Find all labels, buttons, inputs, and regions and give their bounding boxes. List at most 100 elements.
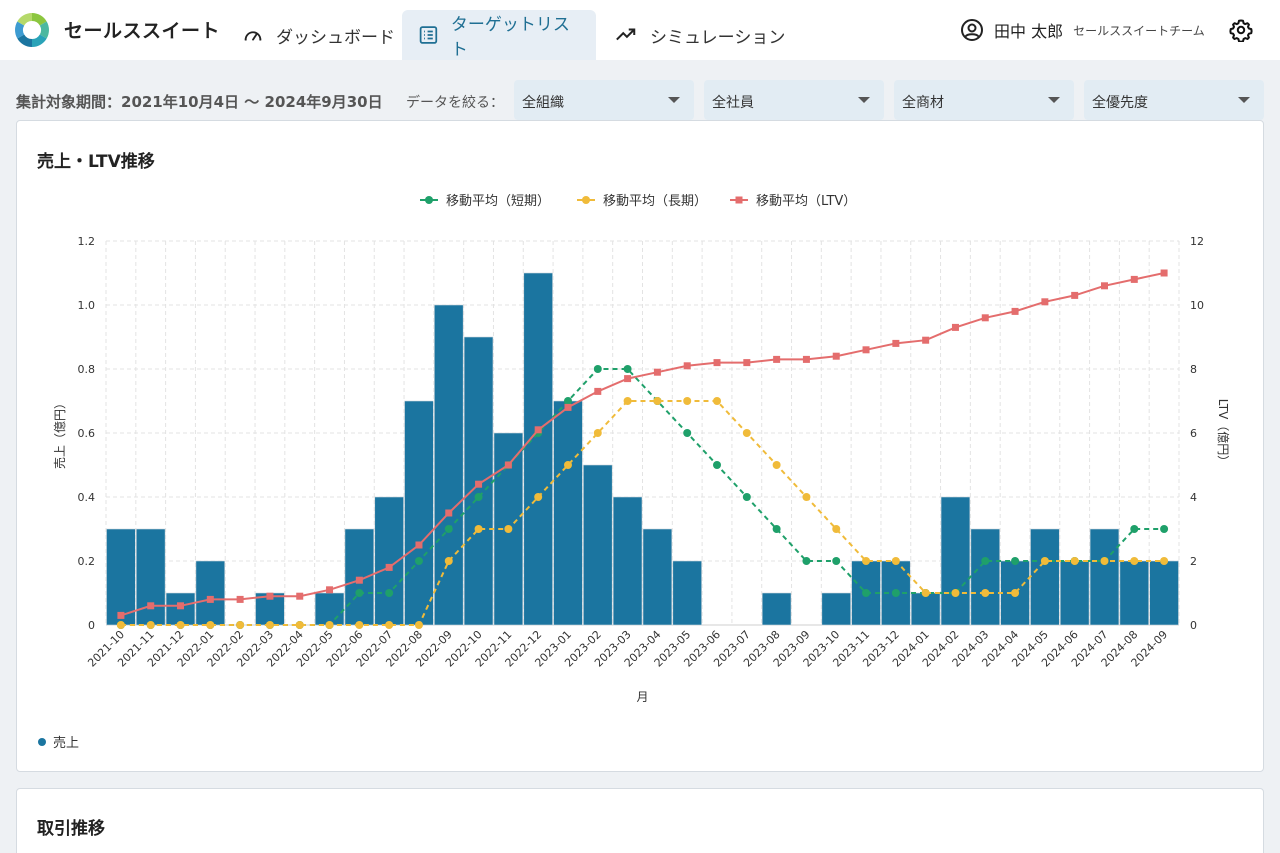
y2-tick-label: 4 (1190, 491, 1197, 504)
ltv-ma-point (1160, 269, 1168, 277)
y2-tick-label: 0 (1190, 619, 1197, 632)
ltv-ma-point (802, 355, 810, 363)
gear-icon[interactable] (1229, 18, 1253, 42)
short-ma-point (474, 493, 483, 501)
nav-dashboard[interactable]: ダッシュボード (226, 10, 411, 60)
sales-bar (1089, 528, 1120, 626)
sales-bar (672, 560, 702, 626)
deals-card: 取引推移 (16, 788, 1264, 853)
organization-select[interactable]: 全組織 (514, 80, 694, 120)
long-ma-point (295, 621, 304, 629)
nav-simulation-label: シミュレーション (650, 27, 786, 48)
list-icon (419, 26, 438, 44)
y2-tick-label: 2 (1190, 555, 1197, 568)
long-ma-point (146, 621, 155, 629)
short-ma-point (593, 365, 602, 373)
ltv-ma-point (922, 336, 930, 344)
nav-simulation[interactable]: シミュレーション (598, 10, 801, 60)
legend-sales-marker (38, 738, 46, 746)
short-ma-point (414, 557, 423, 565)
long-ma-point (742, 429, 751, 437)
top-bar: セールススイート ダッシュボード ターゲットリスト シミュレーション 田中 太郎… (0, 0, 1280, 60)
ltv-ma-point (355, 576, 363, 584)
long-ma-point (593, 429, 602, 437)
ltv-ma-point (892, 339, 900, 347)
nav-target-list[interactable]: ターゲットリスト (402, 10, 596, 60)
long-ma-point (206, 621, 215, 629)
x-axis-title: 月 (636, 690, 648, 704)
long-ma-point (802, 493, 811, 501)
user-team: セールススイートチーム (1073, 23, 1205, 38)
long-ma-point (921, 589, 930, 597)
ltv-ma-point (981, 314, 989, 322)
long-ma-point (414, 621, 423, 629)
chevron-down-icon (1238, 97, 1250, 103)
app-logo-icon[interactable] (14, 12, 50, 48)
long-ma-line (120, 400, 1165, 626)
long-ma-point (623, 397, 632, 405)
app-name: セールススイート (64, 20, 221, 42)
ltv-ma-point (1130, 275, 1138, 283)
sales-bar (136, 528, 166, 626)
sales-bar (434, 304, 464, 626)
y2-axis-title: LTV（億円） (1216, 399, 1230, 468)
long-ma-point (713, 397, 722, 405)
priority-select[interactable]: 全優先度 (1084, 80, 1264, 120)
y2-tick-label: 10 (1190, 299, 1204, 312)
ltv-ma-point (266, 592, 274, 600)
legend-swatch-marker (425, 196, 433, 204)
short-ma-point (623, 365, 632, 373)
long-ma-point (563, 461, 572, 469)
chevron-down-icon (668, 97, 680, 103)
sales-bar (940, 496, 971, 626)
ltv-ma-point (177, 602, 185, 610)
account-icon (961, 19, 983, 41)
short-ma-point (683, 429, 692, 437)
sales-bar (1119, 560, 1149, 626)
short-ma-point (385, 589, 394, 597)
product-select[interactable]: 全商材 (894, 80, 1074, 120)
short-ma-point (563, 397, 572, 405)
sales-bar (821, 592, 851, 626)
long-ma-point (534, 493, 543, 501)
ltv-ma-point (296, 592, 304, 600)
short-ma-point (713, 461, 722, 469)
ltv-ma-point (445, 509, 453, 517)
y-axis-title: 売上（億円） (52, 397, 67, 469)
ltv-ma-point (475, 480, 483, 488)
short-ma-point (772, 525, 781, 533)
trending-up-icon (616, 28, 636, 41)
long-ma-point (504, 525, 513, 533)
short-ma-point (742, 493, 751, 501)
sales-bar (583, 464, 613, 626)
long-ma-point (832, 525, 841, 533)
short-ma-point (444, 525, 453, 533)
legend-label: 移動平均（長期） (603, 194, 707, 209)
legend-label: 移動平均（短期） (446, 194, 550, 209)
ltv-ma-point (1100, 282, 1108, 290)
sales-ltv-card: 売上・LTV推移 0 0 0.2 2 0.4 4 0.6 6 0.8 8 1.0 10 1.2 12 202… (16, 120, 1264, 772)
long-ma-point (1011, 589, 1020, 597)
sales-ltv-chart: 0 00.2 20.4 40.6 60.8 81.0 101.2 122021-102021-… (38, 194, 1230, 751)
ltv-ma-point (862, 346, 870, 354)
long-ma-point (355, 621, 364, 629)
short-ma-point (1011, 557, 1020, 565)
ltv-ma-point (564, 403, 572, 411)
user-menu[interactable]: 田中 太郎 セールススイートチーム (960, 18, 1205, 42)
legend-swatch-marker (735, 196, 743, 204)
nav-target-list-label: ターゲットリスト (450, 15, 570, 60)
long-ma-point (981, 589, 990, 597)
chevron-down-icon (1048, 97, 1060, 103)
y-tick-label: 1.0 (78, 299, 96, 312)
sales-ltv-title: 売上・LTV推移 (37, 152, 155, 172)
sales-bar (1030, 528, 1060, 626)
ltv-ma-point (206, 595, 214, 603)
ltv-ma-point (326, 586, 334, 594)
y-tick-label: 0.8 (78, 363, 96, 376)
legend-label: 移動平均（LTV） (756, 194, 856, 209)
legend-sales-label: 売上 (53, 735, 79, 751)
legend-swatch-marker (582, 196, 590, 204)
employee-select[interactable]: 全社員 (704, 80, 884, 120)
sales-bar (761, 592, 792, 626)
long-ma-point (325, 621, 334, 629)
